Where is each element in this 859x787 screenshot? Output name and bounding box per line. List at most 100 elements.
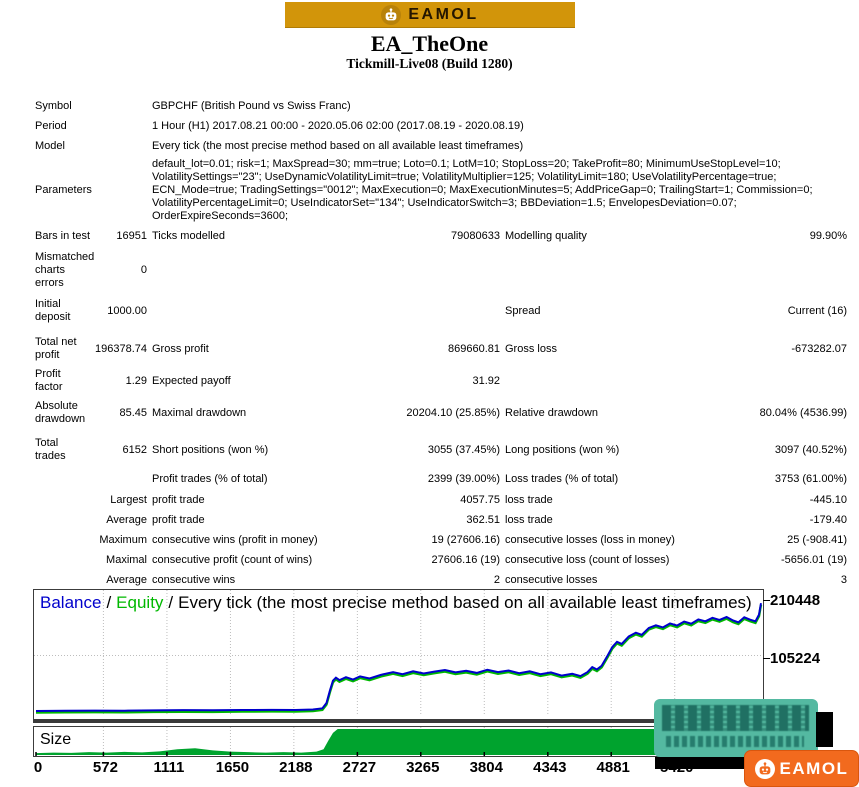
x-axis-tick-label: 3265 xyxy=(406,759,440,776)
table-cell xyxy=(500,368,700,394)
table-cell: 2399 (39.00%) xyxy=(427,472,500,485)
table-cell xyxy=(500,248,700,292)
table-cell: 16951 xyxy=(116,229,147,242)
table-cell: 99.90% xyxy=(809,229,848,242)
x-axis-tick-label: 2727 xyxy=(342,759,377,776)
y-tick-mark xyxy=(763,658,770,659)
table-cell: 3 xyxy=(840,573,848,586)
table-cell: Mismatched charts errors xyxy=(35,250,95,289)
table-cell xyxy=(91,156,147,224)
table-cell xyxy=(35,468,91,490)
table-row: Maximal consecutive profit (count of wins… xyxy=(35,550,847,570)
table-cell: Bars in test xyxy=(35,229,91,242)
table-cell: Loss trades (% of total) xyxy=(505,472,619,485)
table-cell: Ticks modelled xyxy=(152,229,225,242)
legend-separator: / xyxy=(106,593,112,612)
table-cell: profit trade xyxy=(152,513,205,526)
table-cell: Gross loss xyxy=(505,342,557,355)
y-tick-mark xyxy=(763,600,770,601)
table-cell xyxy=(35,490,91,510)
table-cell: 1000.00 xyxy=(107,304,147,317)
chart-legend: Balance / Equity / Every tick (the most prec… xyxy=(40,593,760,615)
table-row: Symbol GBPCHF (British Pound vs Swiss Fra… xyxy=(35,96,847,116)
table-cell: -673282.07 xyxy=(791,342,848,355)
table-cell: 6152 xyxy=(122,443,147,456)
watermark-overlay xyxy=(654,699,818,757)
table-row: Model Every tick (the most precise method… xyxy=(35,136,847,156)
brand-banner: EAMOL xyxy=(285,2,575,28)
table-cell: 3055 (37.45%) xyxy=(427,443,500,456)
table-cell xyxy=(91,96,147,116)
table-cell xyxy=(35,550,91,570)
watermark-text-row xyxy=(662,705,809,731)
table-cell xyxy=(35,510,91,530)
table-cell: Current (16) xyxy=(787,304,848,317)
table-row: Bars in test 16951 Ticks modelled 79080633 M… xyxy=(35,224,847,248)
table-row: Total trades 6152 Short positions (won %) 3… xyxy=(35,432,847,468)
x-axis-tick-label: 4881 xyxy=(596,759,630,776)
table-cell: loss trade xyxy=(505,513,553,526)
table-cell xyxy=(91,116,147,136)
table-row: Profit factor 1.29 Expected payoff 31.92 xyxy=(35,368,847,394)
table-cell: consecutive wins xyxy=(152,573,236,586)
table-cell: 2 xyxy=(493,573,500,586)
table-cell: 3753 (61.00%) xyxy=(774,472,848,485)
table-cell: -5656.01 (19) xyxy=(780,553,848,566)
table-row: Absolute drawdown 85.45 Maximal drawdown 20… xyxy=(35,394,847,432)
table-cell: GBPCHF (British Pound vs Swiss Franc) xyxy=(152,99,351,112)
table-cell: consecutive losses xyxy=(505,573,598,586)
table-cell xyxy=(35,570,91,590)
legend-separator: / xyxy=(168,593,174,612)
table-cell: 1 Hour (H1) 2017.08.21 00:00 - 2020.05.0… xyxy=(152,119,524,132)
table-cell: loss trade xyxy=(505,493,553,506)
table-row: Total net profit 196378.74 Gross profit 869… xyxy=(35,330,847,368)
table-cell: 0 xyxy=(140,263,147,276)
x-axis-tick-label: 4343 xyxy=(533,759,567,776)
table-cell xyxy=(91,136,147,156)
backtest-stats-table: Symbol GBPCHF (British Pound vs Swiss Fra… xyxy=(35,96,847,590)
table-row: Period 1 Hour (H1) 2017.08.21 00:00 - 202… xyxy=(35,116,847,136)
table-cell: Expected payoff xyxy=(152,374,231,387)
x-axis-tick-label: 1650 xyxy=(215,759,250,776)
table-cell: 27606.16 (19) xyxy=(431,553,501,566)
table-cell: 362.51 xyxy=(466,513,500,526)
table-cell xyxy=(91,468,147,490)
table-cell: Average xyxy=(106,573,147,586)
table-cell: 80.04% (4536.99) xyxy=(759,406,848,419)
table-cell: Total net profit xyxy=(35,336,77,361)
table-row: Average consecutive wins 2 consecutive loss… xyxy=(35,570,847,590)
table-cell: 85.45 xyxy=(119,406,147,419)
table-cell: Initial deposit xyxy=(35,298,71,323)
table-row: Profit trades (% of total) 2399 (39.00%) L… xyxy=(35,468,847,490)
table-cell: Model xyxy=(35,139,65,152)
table-row: Maximum consecutive wins (profit in money… xyxy=(35,530,847,550)
table-cell: 31.92 xyxy=(472,374,500,387)
table-row: Largest profit trade 4057.75 loss trade -445… xyxy=(35,490,847,510)
table-cell: 869660.81 xyxy=(448,342,500,355)
table-cell: Gross profit xyxy=(152,342,209,355)
page-title: EA_TheOne xyxy=(370,31,489,56)
table-cell: 1.29 xyxy=(125,374,147,387)
table-row: Average profit trade 362.51 loss trade -179.… xyxy=(35,510,847,530)
table-cell: 25 (-908.41) xyxy=(787,533,848,546)
table-cell: -179.40 xyxy=(809,513,848,526)
size-axis-label: Size xyxy=(40,731,72,748)
table-cell xyxy=(147,292,337,330)
table-cell: Every tick (the most precise method base… xyxy=(152,139,524,152)
brand-wordmark: EAMOL xyxy=(408,5,479,23)
table-cell: Absolute drawdown xyxy=(35,400,86,425)
table-cell: Profit factor xyxy=(35,368,63,393)
table-cell: Parameters xyxy=(35,183,92,196)
table-cell xyxy=(35,530,91,550)
watermark-black-notch xyxy=(816,712,833,747)
table-row: Mismatched charts errors 0 xyxy=(35,248,847,292)
table-cell: profit trade xyxy=(152,493,205,506)
table-cell: 20204.10 (25.85%) xyxy=(406,406,500,419)
table-cell: 79080633 xyxy=(451,229,500,242)
table-cell: Modelling quality xyxy=(505,229,587,242)
table-cell xyxy=(337,248,500,292)
watermark-url-row xyxy=(666,736,804,747)
table-cell: Total trades xyxy=(35,437,66,462)
table-cell: Symbol xyxy=(35,99,72,112)
table-cell: Period xyxy=(35,119,67,132)
